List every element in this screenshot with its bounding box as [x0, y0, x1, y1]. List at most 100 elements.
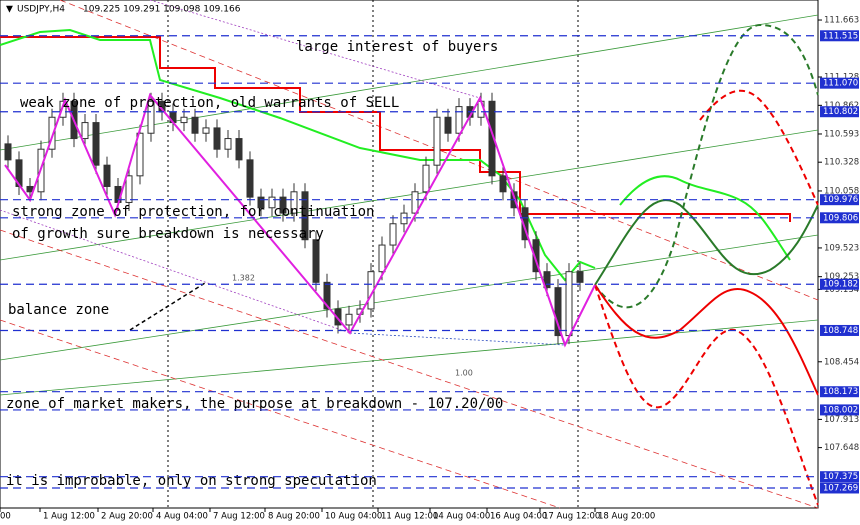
level-box — [820, 194, 859, 206]
candle-body — [48, 116, 56, 150]
annotation: zone of market makers, the purpose at br… — [6, 396, 503, 412]
price-tick-label: 110.328 — [824, 158, 859, 168]
trend-line — [0, 319, 819, 396]
price-tick-label: 109.523 — [824, 243, 859, 253]
tenkan-line — [0, 28, 596, 282]
candle-body — [411, 191, 419, 214]
quote: 109.225 109.291 109.098 109.166 — [83, 5, 241, 15]
candle-body — [191, 116, 199, 134]
time-tick-label: 17 Aug 12:00 — [543, 512, 600, 522]
price-tick-label: 108.454 — [824, 357, 859, 367]
price-tick-label: 110.593 — [824, 129, 859, 139]
candle-body — [92, 122, 100, 166]
forecast-curve — [699, 89, 819, 206]
candle-body — [565, 271, 573, 337]
candle-body — [279, 196, 287, 214]
level-label: 111.515 — [823, 31, 858, 41]
time-tick-label: 1 Aug 12:00 — [43, 512, 95, 522]
annotation: it is improbable, only on strong specula… — [6, 473, 377, 489]
level-box — [820, 324, 859, 336]
candle-body — [301, 191, 309, 241]
time-tick-label: 4 Aug 04:00 — [156, 512, 208, 522]
level-label: 111.070 — [823, 79, 858, 89]
trend-line — [0, 129, 819, 261]
level-label: 110.802 — [823, 107, 858, 117]
zigzag — [4, 92, 596, 348]
level-box — [820, 278, 859, 290]
level-box — [820, 106, 859, 118]
candle-body — [499, 175, 507, 193]
candle-body — [81, 122, 89, 140]
forecast-curve — [594, 199, 819, 286]
candle-body — [202, 127, 210, 134]
level-label: 109.806 — [823, 213, 858, 223]
candle-body — [180, 116, 188, 124]
candle-body — [422, 164, 430, 193]
candle-body — [378, 244, 386, 273]
annotation: of growth sure breakdown is necessary — [12, 226, 324, 242]
level-box — [820, 212, 859, 224]
candle-body — [312, 239, 320, 283]
candle-body — [455, 106, 463, 134]
fib-label: 1.00 — [455, 369, 473, 378]
candle-body — [136, 132, 144, 177]
drawings — [0, 0, 819, 509]
candle-body — [268, 196, 276, 209]
time-tick-label: 14 Aug 04:00 — [433, 512, 490, 522]
level-label: 108.002 — [823, 405, 858, 415]
candle-body — [4, 143, 12, 161]
annotation: weak zone of protection, old warrants of… — [20, 95, 399, 111]
trend-line — [0, 319, 561, 509]
candle-body — [400, 212, 408, 225]
candle-body — [433, 116, 441, 166]
level-box — [820, 471, 859, 483]
price-tick-label: 107.913 — [824, 415, 859, 425]
candle-body — [521, 207, 529, 241]
candles — [4, 92, 584, 345]
time-tick-label: 11 Aug 12:00 — [381, 512, 438, 522]
candle-body — [15, 159, 23, 187]
time-tick-label: 00 — [0, 512, 11, 522]
candle-body — [323, 281, 331, 310]
annotation: strong zone of protection, for continuat… — [12, 204, 374, 220]
candle-body — [345, 313, 353, 326]
arrow — [129, 282, 206, 331]
annotation: large interest of buyers — [296, 39, 498, 55]
annotation: balance zone — [8, 302, 109, 318]
candle-body — [554, 287, 562, 337]
trend-line — [59, 0, 819, 301]
level-label: 109.182 — [823, 280, 858, 290]
candle-body — [444, 116, 452, 134]
candle-body — [59, 100, 67, 118]
forecast-curve — [594, 284, 819, 506]
candle-body — [235, 138, 243, 161]
price-tick-label: 110.862 — [824, 101, 859, 111]
trend-line — [0, 229, 819, 509]
time-tick-label: 7 Aug 12:00 — [213, 512, 265, 522]
price-tick-label: 111.663 — [824, 16, 859, 26]
candle-body — [334, 308, 342, 326]
price-tick-label: 110.058 — [824, 186, 859, 196]
level-box — [820, 404, 859, 416]
level-box — [820, 386, 859, 398]
price-tick-label: 109.253 — [824, 272, 859, 282]
time-tick-label: 16 Aug 04:00 — [490, 512, 547, 522]
candle-body — [246, 159, 254, 198]
time-tick-label: 2 Aug 20:00 — [101, 512, 153, 522]
forecast-curve — [594, 284, 819, 396]
price-tick-label: 109.134 — [824, 285, 859, 295]
level-label: 108.173 — [823, 387, 858, 397]
candle-body — [543, 271, 551, 289]
candle-body — [103, 164, 111, 187]
candle-body — [389, 223, 397, 246]
price-tick-label: 111.128 — [824, 72, 859, 82]
candle-body — [576, 271, 584, 283]
candle-body — [224, 138, 232, 150]
level-box — [820, 30, 859, 42]
time-tick-label: 8 Aug 20:00 — [268, 512, 320, 522]
level-label: 109.976 — [823, 195, 858, 205]
time-axis-bg — [0, 509, 860, 525]
tenkan-line — [619, 175, 791, 261]
